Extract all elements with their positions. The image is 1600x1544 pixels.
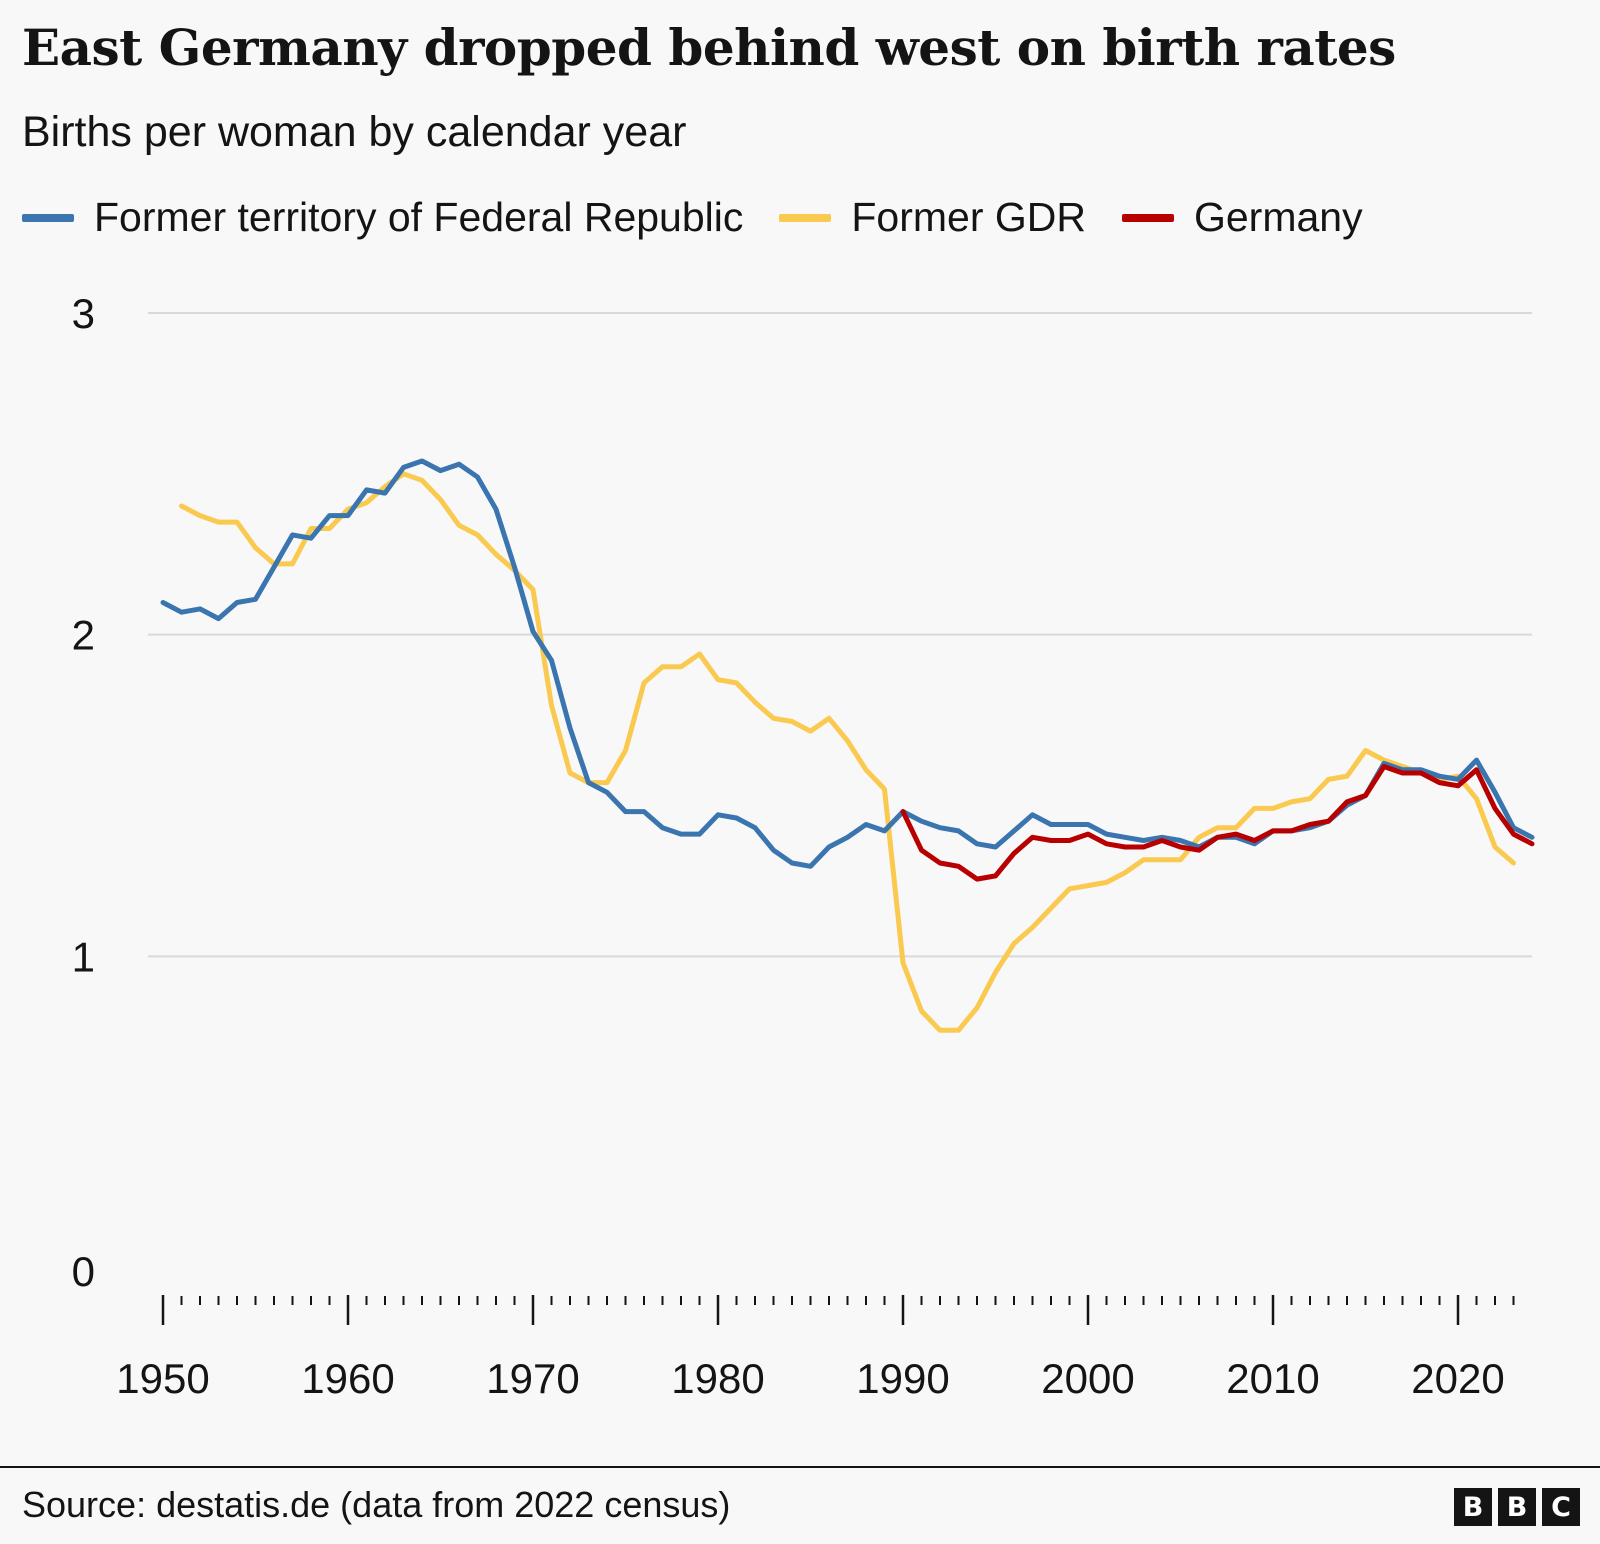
- line-chart: 0 1 2 3 1950 1960 1970 1980 1990 2000 2010 2020: [72, 290, 1535, 1402]
- chart-subtitle: Births per woman by calendar year: [22, 108, 687, 156]
- legend-swatch-former-gdr: [779, 213, 832, 222]
- x-tick-label: 2000: [1041, 1355, 1134, 1402]
- x-tick-label: 1960: [301, 1355, 394, 1402]
- legend-item-former-gdr: Former GDR: [779, 194, 1086, 241]
- bbc-logo: B B C: [1448, 1488, 1580, 1526]
- legend-swatch-germany: [1121, 213, 1174, 222]
- x-tick-label: 1990: [856, 1355, 949, 1402]
- x-tick-label: 1970: [486, 1355, 579, 1402]
- legend-item-federal-republic: Former territory of Federal Republic: [22, 194, 743, 241]
- legend: Former territory of Federal Republic For…: [22, 194, 1399, 241]
- legend-label-former-gdr: Former GDR: [851, 194, 1086, 240]
- series-line-germany: [900, 764, 1535, 882]
- legend-item-germany: Germany: [1121, 194, 1363, 241]
- series-line-former-gdr: [179, 471, 1516, 1033]
- series-line-federal-republic: [160, 458, 1535, 869]
- y-tick-label: 2: [72, 612, 95, 659]
- bbc-logo-block: B: [1498, 1488, 1536, 1526]
- legend-swatch-federal-republic: [22, 213, 74, 222]
- bbc-logo-block: C: [1542, 1488, 1580, 1526]
- x-tick-label: 1980: [671, 1355, 764, 1402]
- x-tick-label: 1950: [116, 1355, 209, 1402]
- footer-divider: [0, 1466, 1600, 1468]
- x-tick-label: 2010: [1226, 1355, 1319, 1402]
- legend-label-germany: Germany: [1193, 194, 1363, 240]
- y-tick-label: 1: [72, 933, 95, 980]
- y-tick-label: 0: [72, 1248, 95, 1295]
- bbc-logo-block: B: [1454, 1488, 1492, 1526]
- legend-label-federal-republic: Former territory of Federal Republic: [94, 194, 744, 240]
- y-tick-label: 3: [72, 290, 95, 337]
- chart-title: East Germany dropped behind west on birt…: [22, 18, 1396, 77]
- x-tick-label: 2020: [1411, 1355, 1504, 1402]
- source-note: Source: destatis.de (data from 2022 cens…: [22, 1484, 731, 1525]
